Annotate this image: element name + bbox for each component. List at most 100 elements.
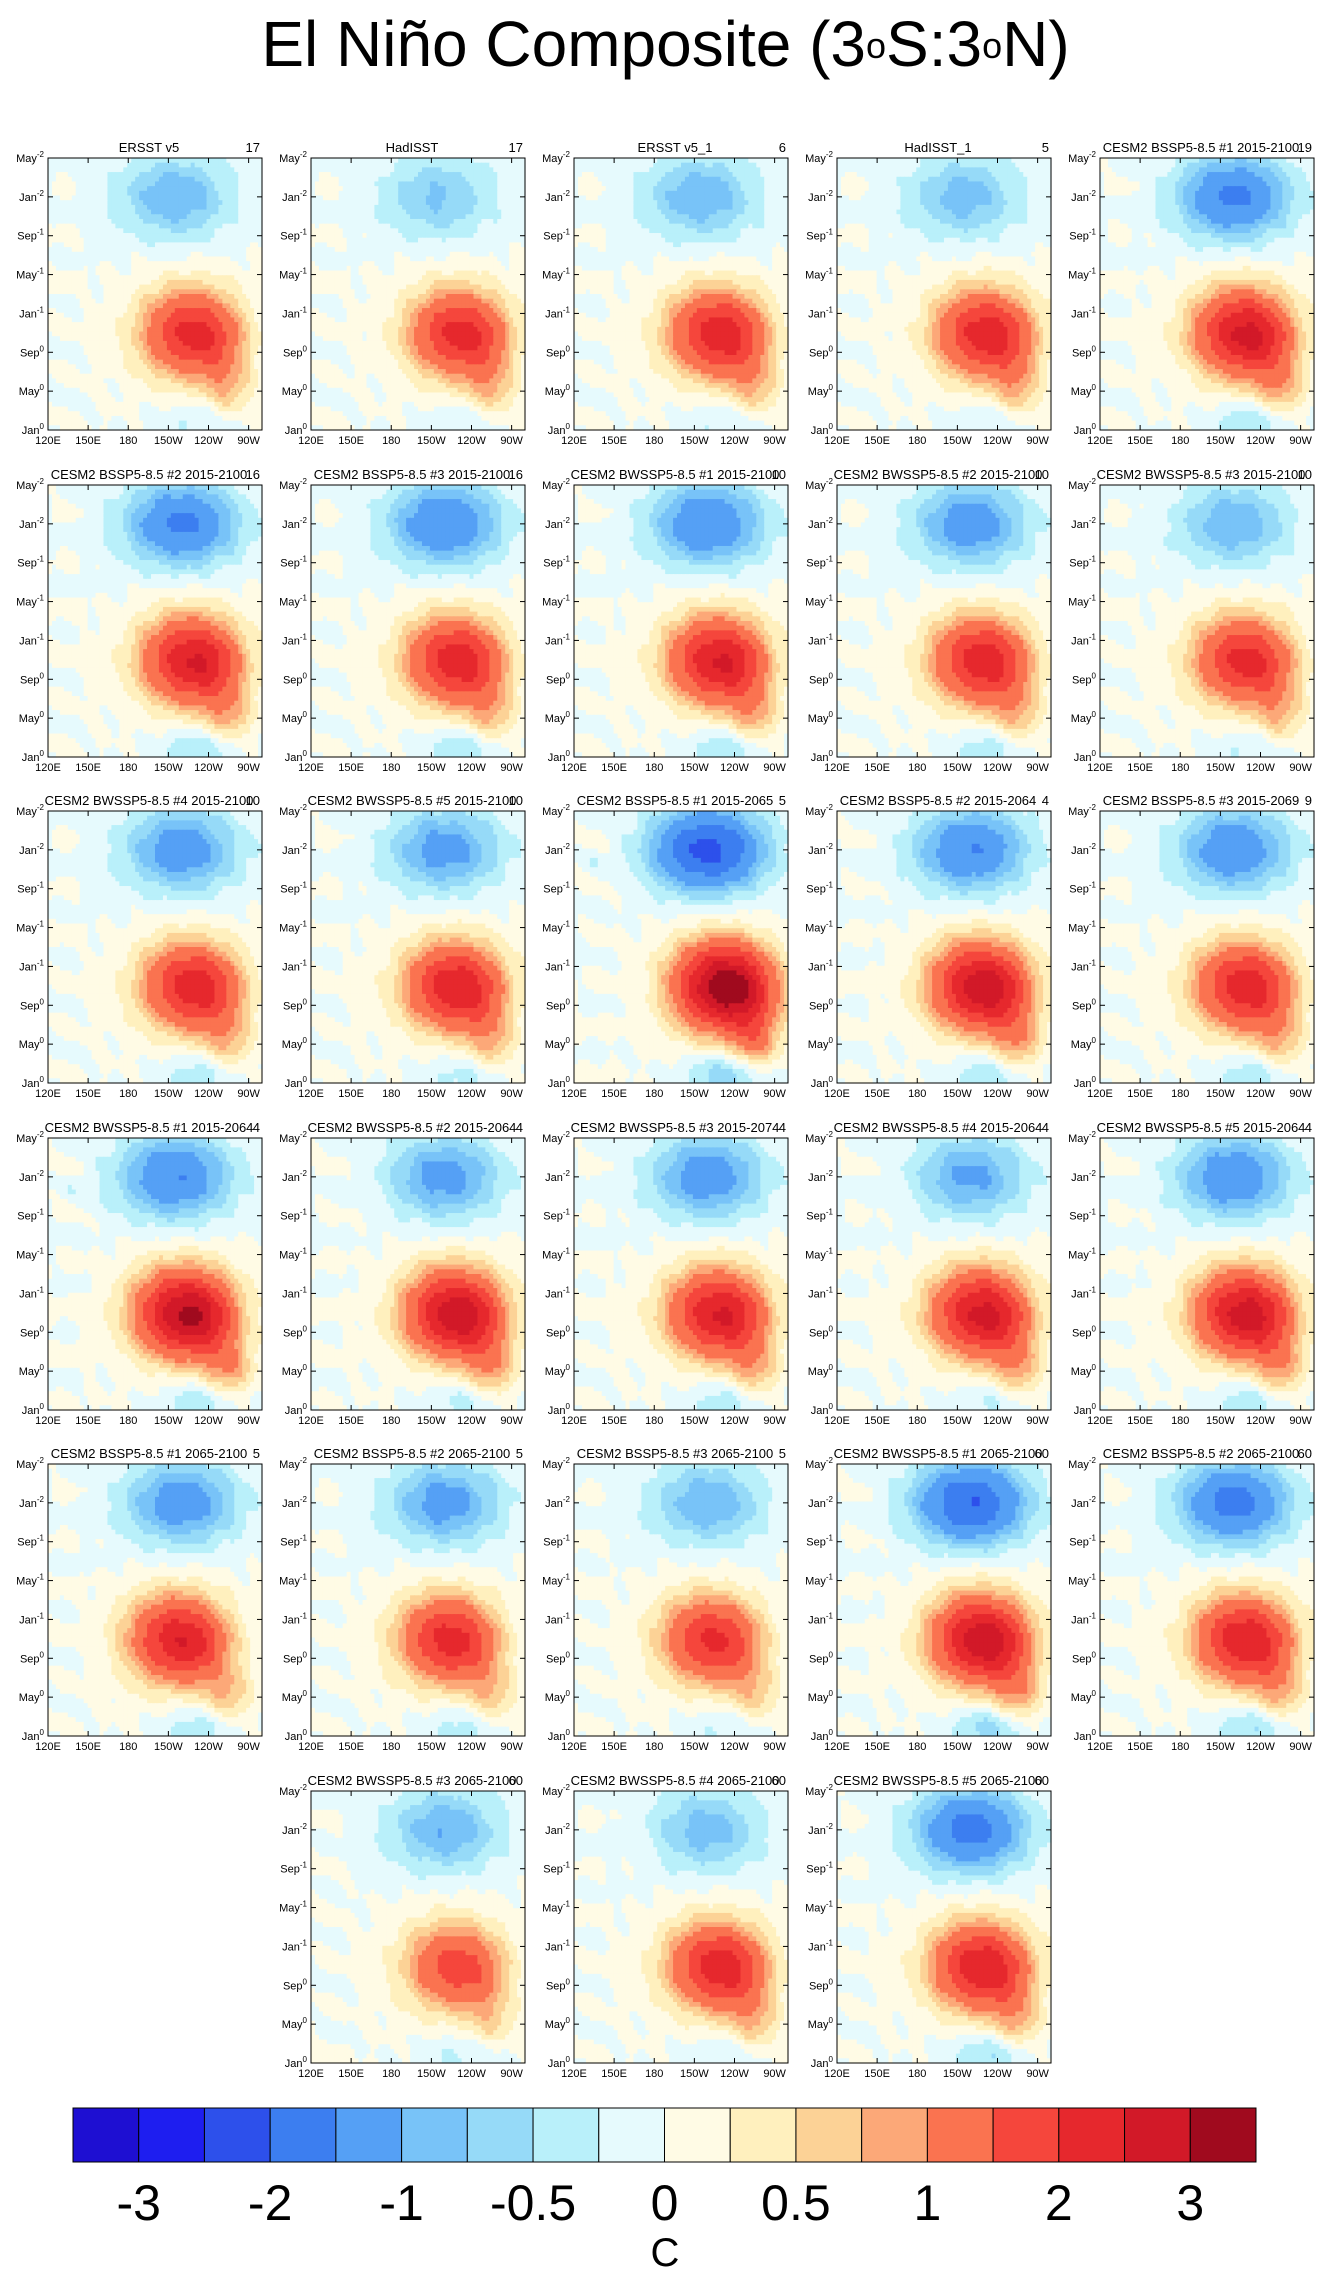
heatmap-cell [370,266,375,271]
heatmap-cell [88,285,93,290]
heatmap-cell [489,275,494,280]
heatmap-cell [481,177,486,182]
heatmap-cell [493,228,498,233]
heatmap-cell [250,167,255,172]
heatmap-cell [179,346,184,351]
heatmap-cell [473,177,478,182]
heatmap-cell [418,275,423,280]
heatmap-cell [159,275,164,280]
heatmap-cell [187,242,192,247]
heatmap-cell [234,163,239,168]
heatmap-cell [60,256,65,261]
heatmap-cell [374,303,379,308]
heatmap-cell [183,346,188,351]
heatmap-cell [501,294,506,299]
heatmap-cell [214,247,219,252]
heatmap-cell [155,252,160,257]
heatmap-cell [135,341,140,346]
heatmap-cell [187,186,192,191]
heatmap-cell [111,388,116,393]
heatmap-cell [155,177,160,182]
heatmap-cell [234,364,239,369]
heatmap-cell [191,181,196,186]
heatmap-cell [311,200,316,205]
heatmap-cell [111,210,116,215]
heatmap-cell [163,280,168,285]
heatmap-cell [76,369,81,374]
heatmap-cell [418,181,423,186]
heatmap-cell [458,238,463,243]
heatmap-cell [115,186,120,191]
heatmap-cell [513,256,518,261]
heatmap-cell [207,163,212,168]
heatmap-cell [143,247,148,252]
heatmap-cell [497,210,502,215]
heatmap-cell [366,200,371,205]
heatmap-cell [466,289,471,294]
heatmap-cell [246,355,251,360]
heatmap-cell [135,233,140,238]
heatmap-cell [72,332,77,337]
heatmap-cell [199,294,204,299]
heatmap-cell [222,360,227,365]
y-tick-label: Jan-2 [19,189,44,204]
heatmap-cell [418,238,423,243]
heatmap-cell [363,247,368,252]
heatmap-cell [426,294,431,299]
heatmap-cell [250,317,255,322]
heatmap-cell [195,416,200,421]
heatmap-cell [426,186,431,191]
heatmap-cell [246,233,251,238]
heatmap-cell [434,200,439,205]
heatmap-cell [238,228,243,233]
heatmap-cell [509,191,514,196]
heatmap-cell [489,224,494,229]
heatmap-cell [100,313,105,318]
heatmap-cell [214,327,219,332]
heatmap-cell [323,191,328,196]
heatmap-cell [135,336,140,341]
heatmap-cell [167,247,172,252]
heatmap-cell [402,313,407,318]
heatmap-cell [214,242,219,247]
heatmap-cell [84,374,89,379]
heatmap-cell [359,219,364,224]
heatmap-cell [414,219,419,224]
heatmap-cell [254,350,259,355]
heatmap-cell [355,308,360,313]
heatmap-cell [72,224,77,229]
heatmap-cell [199,350,204,355]
heatmap-cell [195,196,200,201]
heatmap-cell [363,280,368,285]
heatmap-cell [159,388,164,393]
heatmap-cell [238,416,243,421]
heatmap-cell [68,191,73,196]
heatmap-cell [218,205,223,210]
heatmap-cell [187,224,192,229]
heatmap-cell [80,388,85,393]
heatmap-cell [450,252,455,257]
heatmap-cell [195,346,200,351]
heatmap-cell [489,191,494,196]
heatmap-cell [238,177,243,182]
heatmap-cell [143,346,148,351]
heatmap-cell [84,416,89,421]
heatmap-cell [195,364,200,369]
heatmap-cell [370,289,375,294]
heatmap-cell [378,224,383,229]
heatmap-cell [88,261,93,266]
heatmap-cell [187,360,192,365]
heatmap-cell [147,233,152,238]
heatmap-cell [199,388,204,393]
heatmap-cell [119,210,124,215]
heatmap-cell [191,275,196,280]
heatmap-cell [103,205,108,210]
heatmap-cell [163,336,168,341]
heatmap-cell [434,210,439,215]
heatmap-cell [250,407,255,412]
heatmap-cell [462,205,467,210]
heatmap-cell [107,350,112,355]
heatmap-cell [84,242,89,247]
heatmap-cell [139,303,144,308]
heatmap-cell [195,308,200,313]
